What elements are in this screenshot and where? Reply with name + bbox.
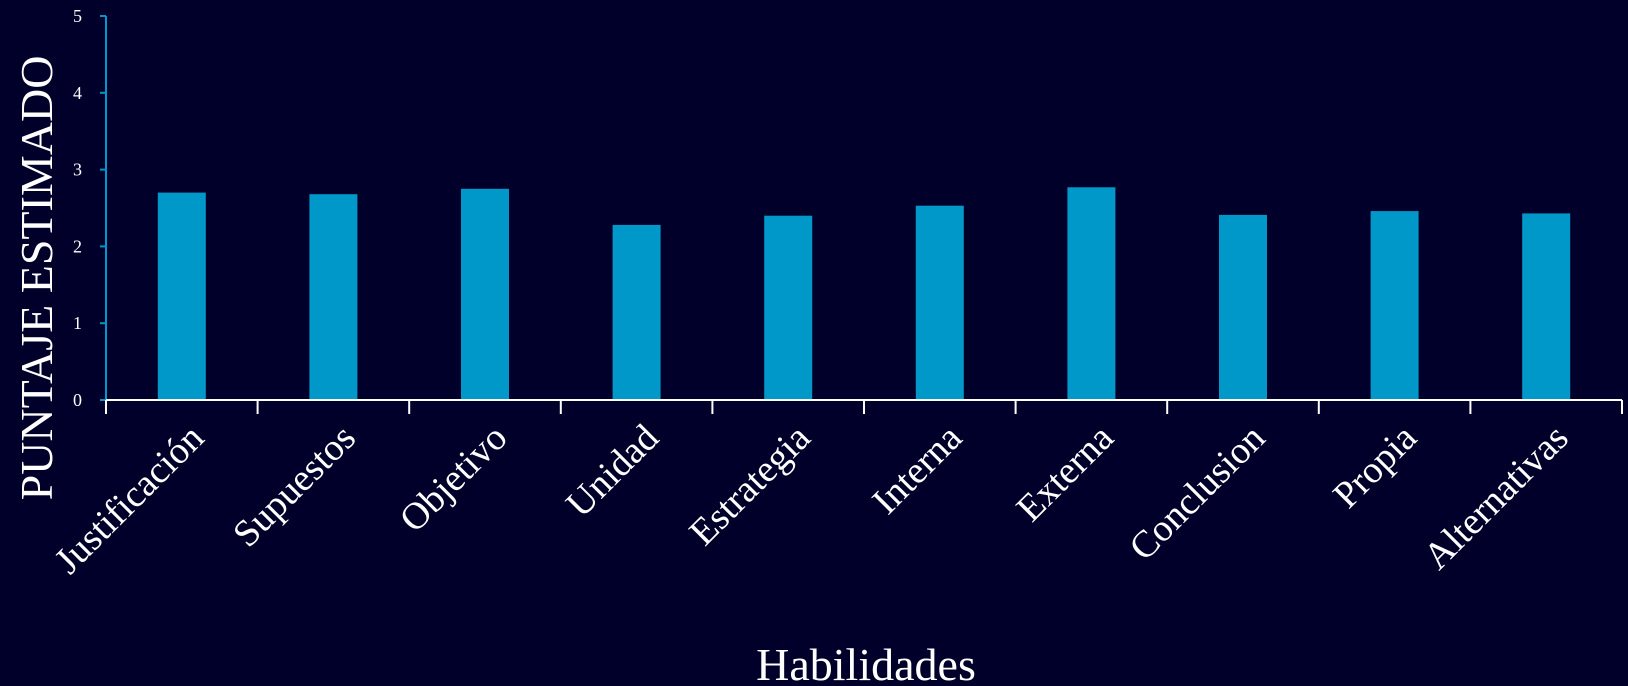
- bar-9: [1370, 211, 1419, 400]
- y-axis: 0 1 2 3 4 5: [73, 6, 107, 410]
- bar-4: [612, 224, 661, 400]
- bar-1: [157, 192, 206, 400]
- x-tick-label: Supuestos: [225, 417, 364, 556]
- bar-2: [309, 194, 358, 400]
- bars-group: [157, 187, 1571, 400]
- y-tick-label: 0: [73, 390, 82, 410]
- x-tick-label: Estrategia: [681, 417, 818, 554]
- bar-10: [1522, 213, 1571, 400]
- x-tick-label: Objetivo: [392, 417, 516, 541]
- y-tick-label: 5: [73, 6, 82, 26]
- y-tick-label: 2: [73, 236, 82, 256]
- bar-5: [764, 215, 813, 400]
- x-tick-label: Alternativas: [1416, 417, 1577, 578]
- y-tick-label: 3: [73, 160, 82, 180]
- bar-6: [915, 205, 964, 400]
- y-tick-label: 4: [73, 83, 82, 103]
- x-axis: Justificación Supuestos Objetivo Unidad Estr…: [47, 399, 1623, 583]
- x-tick-label: Propia: [1325, 417, 1425, 517]
- x-tick-label: Externa: [1009, 417, 1122, 530]
- x-tick-label: Unidad: [558, 417, 667, 526]
- x-tick-label: Justificación: [47, 417, 213, 583]
- x-tick-label: Conclusion: [1121, 417, 1273, 569]
- bar-8: [1219, 214, 1267, 400]
- x-tick-label: Interna: [864, 417, 970, 523]
- y-axis-title: PUNTAJE ESTIMADO: [11, 56, 62, 501]
- y-tick-label: 1: [73, 313, 82, 333]
- x-axis-title: Habilidades: [756, 639, 976, 686]
- bar-3: [461, 188, 509, 400]
- bar-7: [1067, 187, 1116, 400]
